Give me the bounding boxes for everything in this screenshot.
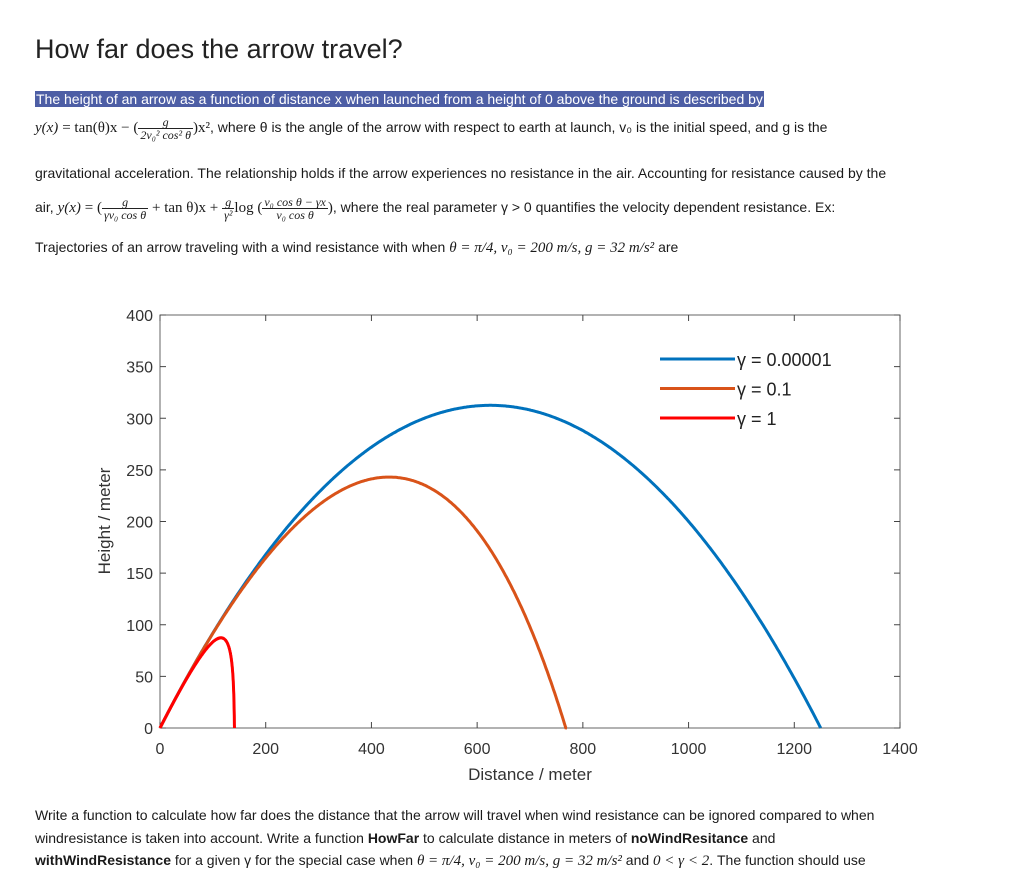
svg-text:800: 800	[570, 741, 597, 758]
trajectory-curves	[158, 403, 823, 730]
output-name-nowind: noWindResitance	[630, 830, 749, 846]
axis-tick-labels: 0 200 400 600 800 1000 1200 1400 0 50 100 150 200 250…	[126, 308, 918, 758]
trajectory-line-1	[158, 403, 823, 729]
example-parameters-math: θ = π/4, v₀ = 200 m/s, g = 32 m/s²	[449, 240, 655, 256]
equation-with-resistance-line: air, y(x) = (g γv₀ cos θ + tan θ)x + g γ² l…	[35, 195, 836, 222]
task-line-2: windresistance is taken into account. Wr…	[35, 830, 776, 846]
trajectory-line-3	[158, 636, 236, 729]
eq1-rhs-end: )x²	[192, 120, 210, 137]
axis-ticks	[159, 314, 901, 729]
eq1-lhs: y(x)	[35, 120, 59, 137]
svg-text:0: 0	[156, 741, 165, 758]
svg-text:250: 250	[126, 463, 153, 480]
svg-text:1200: 1200	[776, 741, 812, 758]
svg-text:400: 400	[358, 741, 385, 758]
svg-text:1400: 1400	[882, 741, 918, 758]
svg-text:200: 200	[252, 741, 279, 758]
eq2-fraction-1: g γv₀ cos θ	[102, 195, 149, 222]
svg-text:200: 200	[126, 515, 153, 532]
eq1-rhs-start: = tan(θ)x − (	[62, 120, 139, 137]
eq2-fraction-2: g γ²	[222, 195, 235, 222]
output-name-withwind: withWindResistance	[35, 852, 172, 868]
svg-text:400: 400	[126, 308, 153, 325]
eq2-fraction-3: v₀ cos θ − γx v₀ cos θ	[262, 195, 328, 222]
svg-text:100: 100	[126, 618, 153, 635]
task-line-3: withWindResistance for a given γ for the…	[35, 852, 866, 869]
eq1-description: , where θ is the angle of the arrow with…	[209, 119, 828, 136]
x-axis-label: Distance / meter	[468, 765, 592, 784]
svg-text:50: 50	[135, 669, 153, 686]
eq2-lhs: y(x)	[57, 200, 81, 217]
equation-no-resistance-line: y(x) = tan(θ)x − (g 2v₀² cos² θ)x², where…	[35, 116, 827, 141]
trajectory-chart: 0 200 400 600 800 1000 1200 1400 0 50 100 150 200 250…	[95, 308, 918, 784]
svg-text:1000: 1000	[671, 741, 707, 758]
task-line-1: Write a function to calculate how far do…	[35, 807, 875, 823]
eq1-fraction: g 2v₀² cos² θ	[138, 115, 193, 142]
highlighted-text-selection[interactable]: The height of an arrow as a function of …	[35, 91, 764, 107]
plot-area	[159, 314, 901, 729]
eq2-description: , where the real parameter γ > 0 quantif…	[332, 199, 836, 216]
function-name-howfar: HowFar	[367, 830, 420, 846]
svg-text:350: 350	[126, 360, 153, 377]
page-title: How far does the arrow travel?	[35, 34, 403, 64]
svg-text:600: 600	[464, 741, 491, 758]
example-parameters-line: Trajectories of an arrow traveling with …	[35, 239, 679, 256]
legend-label: γ = 1	[737, 409, 777, 429]
legend-label: γ = 0.00001	[737, 350, 832, 370]
svg-text:0: 0	[144, 721, 153, 738]
resistance-description-line: gravitational acceleration. The relation…	[35, 165, 887, 181]
svg-text:150: 150	[126, 566, 153, 583]
svg-text:300: 300	[126, 411, 153, 428]
chart-legend: γ = 0.00001 γ = 0.1 γ = 1	[660, 350, 832, 429]
trajectory-line-2	[158, 475, 568, 730]
intro-paragraph: The height of an arrow as a function of …	[35, 90, 764, 108]
legend-label: γ = 0.1	[737, 380, 792, 400]
y-axis-label: Height / meter	[95, 467, 114, 574]
